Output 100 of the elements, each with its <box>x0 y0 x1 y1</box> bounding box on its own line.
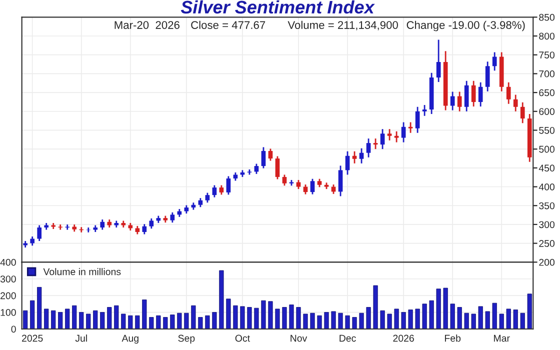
bar <box>205 315 210 329</box>
y-tick-label: 650 <box>539 89 555 96</box>
bar <box>177 312 182 329</box>
y-tick-label: 400 <box>538 184 555 190</box>
bar <box>65 308 70 329</box>
bar <box>219 270 224 329</box>
bar <box>100 312 105 329</box>
y-tick-label: 400 <box>0 258 16 266</box>
bar <box>373 285 378 329</box>
bar <box>72 305 77 329</box>
bar <box>464 312 469 329</box>
x-tick-label: Mar <box>494 334 510 342</box>
bar <box>79 312 84 329</box>
bar <box>37 287 42 329</box>
bar <box>240 306 245 329</box>
y-tick-label: 600 <box>539 108 555 115</box>
bar <box>149 317 154 329</box>
bar <box>51 310 56 329</box>
bar <box>394 308 399 329</box>
bar <box>485 311 490 329</box>
bar <box>352 317 357 329</box>
bar <box>86 314 91 329</box>
x-tick-label: Sep <box>178 334 195 344</box>
x-tick-label: Feb <box>445 334 461 342</box>
legend-label: Volume in millions <box>43 268 121 276</box>
y-tick-label: 700 <box>539 70 555 78</box>
y-tick-label: 200 <box>0 292 16 300</box>
bar <box>429 300 434 329</box>
bar <box>338 312 343 329</box>
bar <box>422 304 427 329</box>
bar <box>436 288 441 329</box>
annotation: Mar-20 2026 <box>114 21 180 29</box>
bar <box>478 306 483 329</box>
bar <box>520 312 525 329</box>
bar <box>289 304 294 329</box>
bar <box>366 307 371 329</box>
y-tick-label: 550 <box>539 126 555 134</box>
bar <box>296 307 301 329</box>
bar <box>107 307 112 329</box>
bar <box>170 314 175 329</box>
bar <box>492 302 497 329</box>
bar <box>380 310 385 329</box>
bar <box>324 312 329 329</box>
bar <box>268 301 273 329</box>
x-tick-label: Nov <box>290 334 308 342</box>
bar <box>93 310 98 329</box>
bar <box>359 312 364 329</box>
annotation: Close = 477.67 <box>191 20 266 29</box>
x-tick-label: Jul <box>75 334 87 342</box>
bar <box>254 308 259 329</box>
y-tick-label: 450 <box>538 164 555 172</box>
bar <box>401 312 406 329</box>
x-tick-label: Oct <box>235 334 250 342</box>
bar <box>261 300 266 329</box>
bar <box>142 300 147 329</box>
bar <box>527 294 532 329</box>
bar <box>191 305 196 329</box>
y-tick-label: 350 <box>539 202 555 210</box>
candlestick <box>65 224 70 230</box>
candlestick <box>58 224 63 230</box>
bar <box>156 315 161 329</box>
bar <box>163 317 168 329</box>
y-tick-label: 800 <box>539 32 555 40</box>
y-tick-label: 300 <box>0 276 16 282</box>
x-tick-label: 2026 <box>393 334 414 342</box>
bar <box>331 311 336 329</box>
y-tick-label: 200 <box>539 258 555 266</box>
y-tick-label: 250 <box>539 240 555 247</box>
bar <box>450 304 455 329</box>
bar <box>226 298 231 329</box>
x-tick-label: Aug <box>122 334 138 344</box>
bar <box>457 307 462 329</box>
bar <box>121 314 126 329</box>
bar <box>58 312 63 329</box>
bar <box>310 312 315 329</box>
bar <box>415 308 420 329</box>
bar <box>471 314 476 329</box>
bar <box>387 314 392 329</box>
y-tick-label: 850 <box>539 14 555 21</box>
bar <box>506 308 511 329</box>
x-tick-label: 2025 <box>22 334 43 342</box>
x-tick-label: Dec <box>340 334 356 342</box>
chart-title: Silver Sentiment Index <box>180 0 375 14</box>
bar <box>408 310 413 329</box>
bar <box>282 307 287 329</box>
bar <box>303 314 308 329</box>
bar <box>198 317 203 329</box>
bar <box>233 305 238 329</box>
annotation: Change -19.00 (-3.98%) <box>406 20 525 32</box>
bar <box>135 315 140 329</box>
y-tick-label: 100 <box>0 309 16 316</box>
y-tick-label: 750 <box>539 52 555 58</box>
bar <box>247 307 252 329</box>
bar <box>128 315 133 329</box>
y-tick-label: 300 <box>539 221 555 228</box>
bar <box>499 314 504 329</box>
annotation: Volume = 211,134,900 <box>288 20 398 30</box>
bar <box>513 310 518 329</box>
bar <box>114 305 119 329</box>
bar <box>275 308 280 329</box>
